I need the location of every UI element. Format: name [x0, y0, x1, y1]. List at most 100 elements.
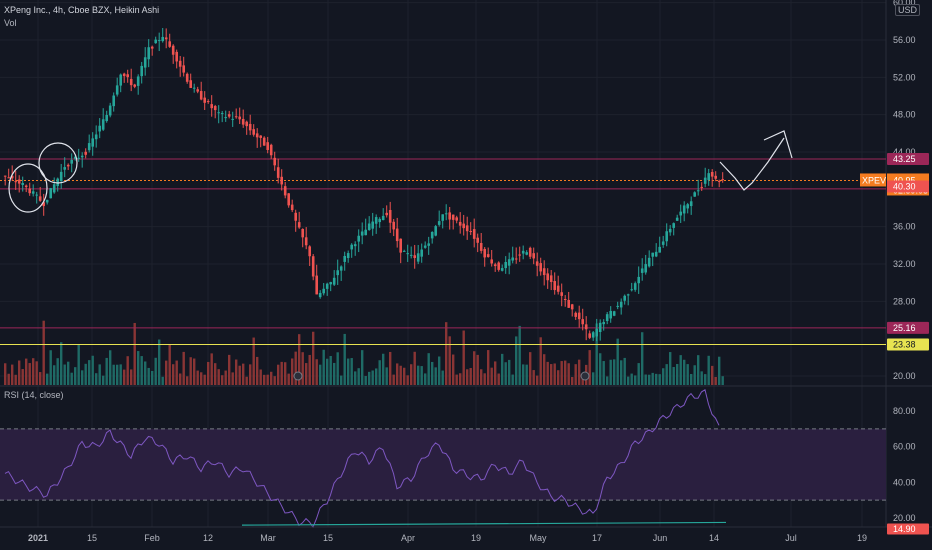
volume-bar	[714, 376, 717, 385]
volume-bar	[119, 364, 122, 385]
volume-bar	[102, 375, 105, 385]
volume-bar	[396, 363, 399, 385]
candle-body	[577, 312, 581, 320]
volume-bar	[98, 364, 101, 385]
volume-bar	[532, 370, 535, 385]
candle-body	[388, 209, 392, 223]
volume-bar	[413, 351, 416, 385]
volume-bar	[95, 373, 98, 385]
candle-body	[661, 241, 665, 245]
candle-body	[532, 253, 535, 259]
candle-body	[304, 237, 308, 246]
candle-body	[231, 118, 234, 120]
price-candles	[3, 27, 724, 342]
volume-bar	[287, 373, 290, 385]
volume-bar	[35, 361, 38, 385]
volume-bar	[14, 374, 17, 385]
candle-body	[329, 282, 332, 285]
level-badge-bg	[887, 338, 929, 351]
annotation-arrow	[719, 137, 785, 191]
candle-body	[119, 74, 122, 86]
volume-bar	[389, 351, 392, 385]
symbol-tag: XPEV	[862, 175, 886, 185]
candle-body	[262, 137, 266, 146]
candle-body	[374, 217, 378, 224]
candle-body	[619, 301, 623, 308]
candle-body	[637, 276, 640, 284]
volume-bar	[347, 358, 350, 385]
time-axis[interactable]: 2021 15 Feb 12 Mar 15 Apr 19 May 17 Jun 14 Jul 19	[0, 526, 932, 543]
candle-body	[472, 229, 476, 239]
volume-bar	[480, 369, 483, 385]
candle-body	[406, 253, 409, 255]
volume-bar	[567, 363, 570, 385]
candle-body	[73, 156, 77, 159]
volume-bar	[259, 369, 262, 385]
volume-bar	[445, 322, 448, 385]
candle-body	[150, 46, 154, 49]
volume-bar	[536, 375, 539, 385]
volume-bar	[333, 362, 336, 385]
time-tick-label: May	[529, 533, 547, 543]
volume-bar	[109, 350, 112, 385]
volume-label[interactable]: Vol	[4, 18, 17, 28]
volume-bar	[7, 373, 10, 385]
candle-body	[80, 155, 84, 158]
volume-bar	[46, 373, 49, 385]
volume-bar	[357, 368, 360, 385]
time-tick-label: 15	[323, 533, 333, 543]
candle-body	[346, 253, 350, 259]
candle-body	[546, 273, 549, 281]
last-price-label: 40.95	[893, 175, 916, 185]
candle-body	[87, 143, 91, 151]
candle-body	[311, 256, 315, 277]
candle-body	[14, 181, 17, 183]
candle-body	[77, 157, 80, 159]
candle-body	[700, 186, 703, 188]
volume-bar	[686, 364, 689, 385]
candle-body	[654, 251, 658, 257]
volume-bar	[651, 372, 654, 385]
candle-body	[451, 214, 455, 220]
volume-bar	[11, 364, 14, 385]
symbol-line[interactable]: XPeng Inc., 4h, Cboe BZX, Heikin Ashi	[4, 5, 160, 15]
level-badge-bg	[887, 321, 929, 334]
currency-label[interactable]: USD	[894, 4, 920, 16]
candle-body	[133, 84, 136, 87]
candle-body	[360, 231, 364, 236]
candle-body	[234, 116, 238, 118]
volume-bar	[399, 365, 402, 385]
volume-bar	[158, 339, 161, 385]
volume-bar	[459, 373, 462, 385]
candle-body	[185, 73, 189, 82]
volume-bar	[364, 376, 367, 385]
candle-body	[675, 217, 679, 221]
candle-body	[301, 228, 304, 238]
price-tick-label: 20.00	[893, 371, 916, 381]
candle-body	[717, 180, 721, 182]
rsi-line	[4, 389, 720, 529]
volume-bar	[207, 361, 210, 385]
chart-legend: XPeng Inc., 4h, Cboe BZX, Heikin Ashi Vo…	[4, 4, 159, 30]
volume-bar	[298, 334, 301, 385]
volume-bar	[186, 376, 189, 385]
rsi-label[interactable]: RSI (14, close)	[4, 390, 64, 400]
candle-body	[430, 231, 434, 239]
candle-body	[416, 253, 420, 262]
candle-body	[178, 60, 182, 67]
candle-body	[129, 78, 133, 86]
candle-body	[10, 175, 14, 179]
candle-body	[448, 212, 451, 220]
candle-body	[126, 74, 129, 78]
volume-bar	[252, 337, 255, 385]
candle-body	[528, 247, 532, 257]
price-axis[interactable]: 60.00 56.00 52.00 48.00 44.00 36.00 32.00 28.00…	[893, 0, 916, 523]
volume-bar	[679, 355, 682, 385]
candle-body	[549, 275, 553, 283]
candle-body	[630, 289, 633, 291]
low-price-badge-bg	[887, 180, 929, 193]
candle-body	[567, 299, 570, 308]
volume-bar	[697, 355, 700, 385]
volume-bar	[151, 370, 154, 385]
